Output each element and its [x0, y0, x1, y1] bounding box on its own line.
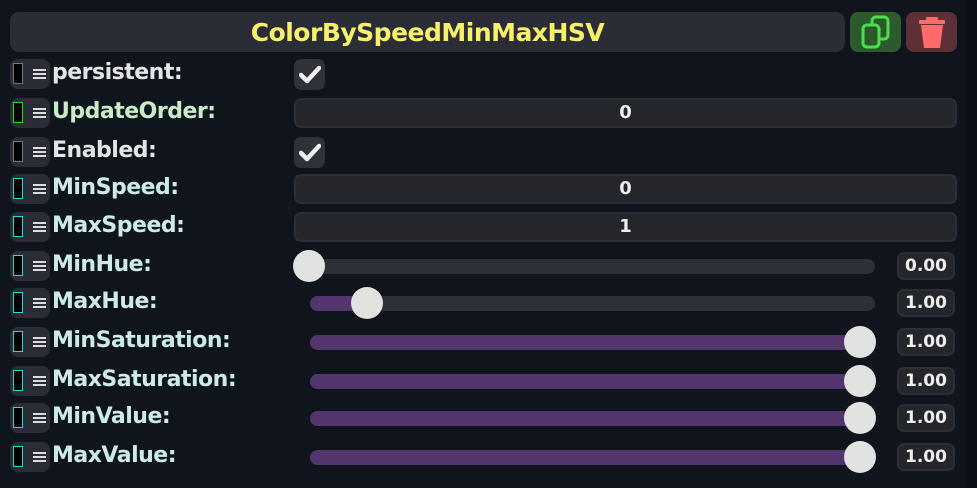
- property-row-max-hue: MaxHue: 1.00: [0, 286, 977, 320]
- menu-icon: [33, 147, 46, 157]
- type-swatch-icon: [13, 255, 23, 276]
- property-row-max-saturation: MaxSaturation: 1.00: [0, 364, 977, 398]
- property-label: MinSpeed:: [52, 175, 179, 200]
- copy-component-button[interactable]: [850, 12, 901, 52]
- max-value-slider-knob[interactable]: [844, 441, 876, 473]
- type-swatch-icon: [13, 370, 23, 391]
- drag-handle[interactable]: [10, 98, 50, 128]
- delete-component-button[interactable]: [906, 12, 957, 52]
- scrollbar[interactable]: [967, 0, 977, 488]
- drag-handle[interactable]: [10, 137, 50, 167]
- max-value-slider-track[interactable]: [310, 450, 875, 465]
- type-swatch-icon: [13, 292, 23, 313]
- max-speed-input[interactable]: 1: [294, 212, 957, 242]
- drag-handle[interactable]: [10, 327, 50, 357]
- type-swatch-icon: [13, 141, 23, 162]
- drag-handle[interactable]: [10, 174, 50, 204]
- property-label: Enabled:: [52, 138, 157, 163]
- min-value-slider-track[interactable]: [310, 411, 875, 426]
- max-hue-slider-knob[interactable]: [351, 287, 383, 319]
- min-hue-slider-knob[interactable]: [293, 250, 325, 282]
- drag-handle[interactable]: [10, 251, 50, 281]
- property-row-min-speed: MinSpeed: 0: [0, 172, 977, 206]
- property-label: MaxValue:: [52, 443, 177, 468]
- min-value-slider-knob[interactable]: [844, 402, 876, 434]
- drag-handle[interactable]: [10, 366, 50, 396]
- menu-icon: [33, 413, 46, 423]
- trash-icon: [918, 17, 945, 48]
- type-swatch-icon: [13, 407, 23, 428]
- checkmark-icon: [298, 65, 321, 83]
- max-saturation-slider-track[interactable]: [310, 374, 875, 389]
- property-label: UpdateOrder:: [52, 99, 216, 124]
- drag-handle[interactable]: [10, 288, 50, 318]
- max-saturation-value[interactable]: 1.00: [897, 367, 955, 395]
- component-title: ColorBySpeedMinMaxHSV: [250, 17, 605, 47]
- property-label: MaxSpeed:: [52, 213, 185, 238]
- menu-icon: [33, 376, 46, 386]
- menu-icon: [33, 452, 46, 462]
- property-row-max-speed: MaxSpeed: 1: [0, 210, 977, 244]
- property-label: MaxHue:: [52, 289, 158, 314]
- slider-fill: [310, 374, 860, 389]
- property-row-max-value: MaxValue: 1.00: [0, 440, 977, 474]
- menu-icon: [33, 222, 46, 232]
- min-saturation-value[interactable]: 1.00: [897, 328, 955, 356]
- property-label: MinValue:: [52, 404, 171, 429]
- min-saturation-slider-knob[interactable]: [844, 326, 876, 358]
- property-row-persistent: persistent:: [0, 57, 977, 91]
- min-hue-slider-track[interactable]: [297, 259, 875, 274]
- drag-handle[interactable]: [10, 442, 50, 472]
- property-label: MaxSaturation:: [52, 367, 237, 392]
- menu-icon: [33, 337, 46, 347]
- slider-fill: [310, 335, 860, 350]
- menu-icon: [33, 298, 46, 308]
- max-hue-value[interactable]: 1.00: [897, 289, 955, 317]
- component-header[interactable]: ColorBySpeedMinMaxHSV: [10, 12, 845, 52]
- slider-fill: [310, 450, 860, 465]
- property-row-min-saturation: MinSaturation: 1.00: [0, 325, 977, 359]
- type-swatch-icon: [13, 102, 23, 123]
- min-speed-input[interactable]: 0: [294, 174, 957, 204]
- slider-fill: [310, 411, 860, 426]
- update-order-input[interactable]: 0: [294, 98, 957, 128]
- type-swatch-icon: [13, 63, 23, 84]
- drag-handle[interactable]: [10, 403, 50, 433]
- menu-icon: [33, 261, 46, 271]
- drag-handle[interactable]: [10, 212, 50, 242]
- property-label: MinSaturation:: [52, 328, 231, 353]
- max-hue-slider-track[interactable]: [310, 296, 875, 311]
- max-saturation-slider-knob[interactable]: [844, 365, 876, 397]
- menu-icon: [33, 69, 46, 79]
- menu-icon: [33, 184, 46, 194]
- drag-handle[interactable]: [10, 59, 50, 89]
- type-swatch-icon: [13, 331, 23, 352]
- type-swatch-icon: [13, 178, 23, 199]
- enabled-checkbox[interactable]: [294, 137, 325, 168]
- property-label: MinHue:: [52, 252, 152, 277]
- type-swatch-icon: [13, 446, 23, 467]
- copy-icon: [861, 15, 889, 49]
- property-row-enabled: Enabled:: [0, 135, 977, 169]
- max-value-value[interactable]: 1.00: [897, 443, 955, 471]
- min-saturation-slider-track[interactable]: [310, 335, 875, 350]
- property-row-update-order: UpdateOrder: 0: [0, 96, 977, 130]
- persistent-checkbox[interactable]: [294, 59, 325, 90]
- min-hue-value[interactable]: 0.00: [897, 252, 955, 280]
- menu-icon: [33, 108, 46, 118]
- property-label: persistent:: [52, 60, 183, 85]
- property-row-min-value: MinValue: 1.00: [0, 401, 977, 435]
- min-value-value[interactable]: 1.00: [897, 404, 955, 432]
- type-swatch-icon: [13, 216, 23, 237]
- property-row-min-hue: MinHue: 0.00: [0, 249, 977, 283]
- checkmark-icon: [298, 143, 321, 161]
